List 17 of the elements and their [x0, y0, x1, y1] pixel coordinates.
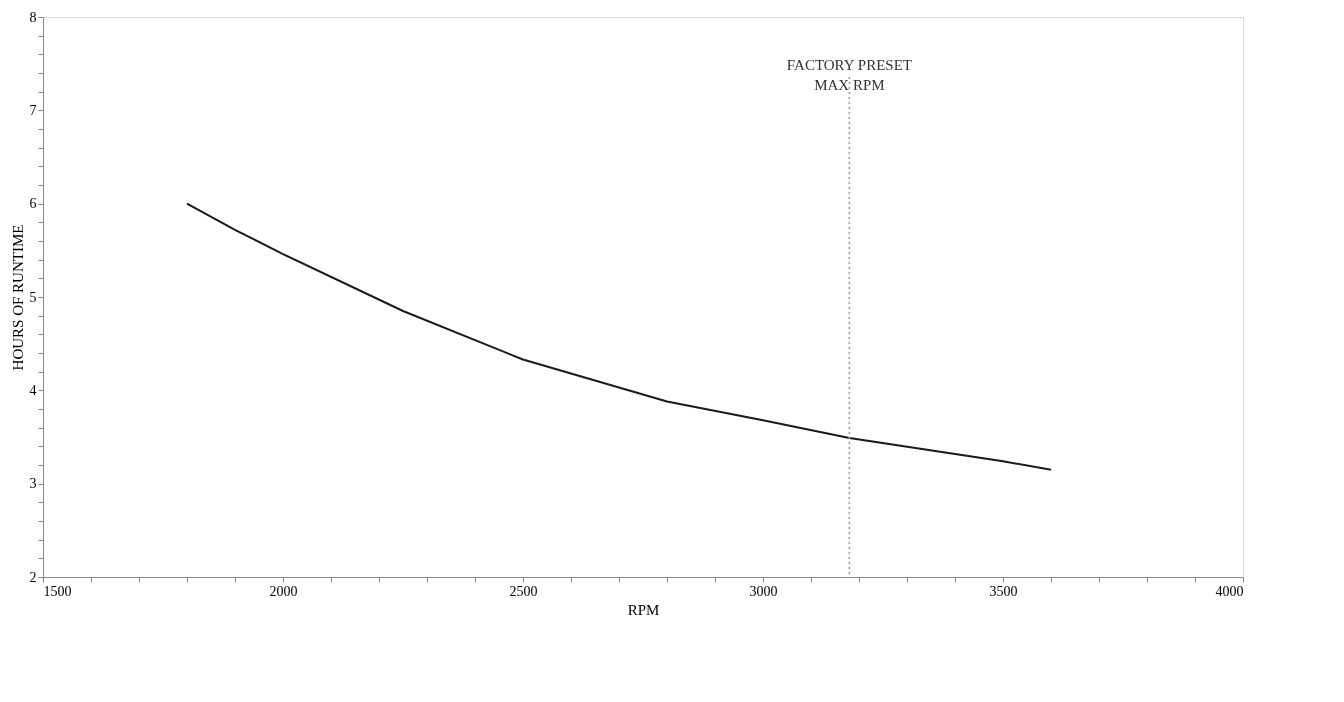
- y-axis-title: HOURS OF RUNTIME: [9, 224, 26, 371]
- x-tick-label: 2000: [269, 583, 298, 599]
- y-tick-label: 3: [29, 476, 37, 492]
- y-tick-label: 2: [29, 569, 37, 585]
- x-tick-label: 4000: [1215, 583, 1244, 599]
- y-tick-label: 5: [29, 289, 37, 305]
- x-axis-title: RPM: [627, 601, 660, 618]
- y-tick-label: 6: [29, 196, 37, 212]
- ref-line-label: FACTORY PRESET MAX RPM: [786, 57, 912, 93]
- y-tick-label: 7: [29, 102, 37, 118]
- x-tick-label: 2500: [509, 583, 538, 599]
- y-tick-label: 8: [29, 9, 37, 25]
- y-tick-label: 4: [29, 382, 37, 398]
- x-tick-label: 3000: [749, 583, 778, 599]
- x-tick-label: 1500: [43, 583, 72, 599]
- x-tick-label: 3500: [989, 583, 1018, 599]
- line-series: [186, 202, 1052, 471]
